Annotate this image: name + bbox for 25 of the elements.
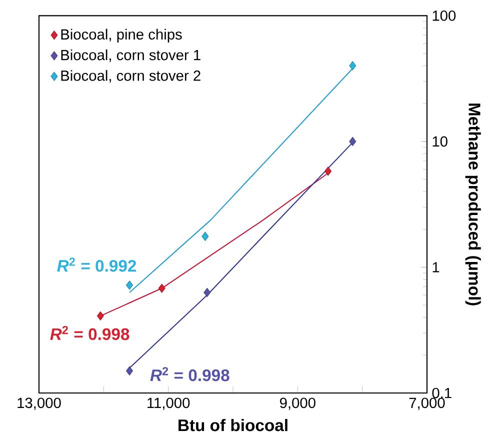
x-tick-label: 9,000	[280, 398, 316, 410]
x-tick-label: 11,000	[148, 398, 190, 410]
legend-label: Biocoal, corn stover 2	[61, 70, 200, 83]
point	[126, 366, 133, 376]
x-axis-title: Btu of biocoal	[178, 418, 288, 432]
point	[324, 166, 332, 176]
annotation: R$^{2}$ = 0.998	[150, 367, 230, 382]
legend-label: Biocoal, corn stover 1	[61, 49, 200, 62]
y-tick-label: 1	[432, 262, 440, 272]
annotation: R$^{2}$ = 0.998	[50, 326, 130, 340]
point	[204, 288, 211, 298]
x-tick-label: 7,000	[409, 398, 445, 410]
point	[202, 232, 209, 241]
point	[126, 280, 133, 290]
point	[96, 311, 104, 320]
y-tick-label: 10	[432, 136, 448, 147]
point	[349, 61, 356, 70]
point	[349, 136, 356, 146]
y-tick-label: 100	[432, 10, 456, 21]
point	[158, 284, 166, 293]
annotation: R$^{2}$ = 0.992	[57, 258, 136, 272]
x-tick-label: 13,000	[18, 398, 61, 410]
legend-label: Biocoal, pine chips	[61, 28, 182, 42]
y-tick-label: 0.1	[432, 388, 452, 398]
y-axis-title: Methane produced (μmol)	[465, 104, 481, 306]
